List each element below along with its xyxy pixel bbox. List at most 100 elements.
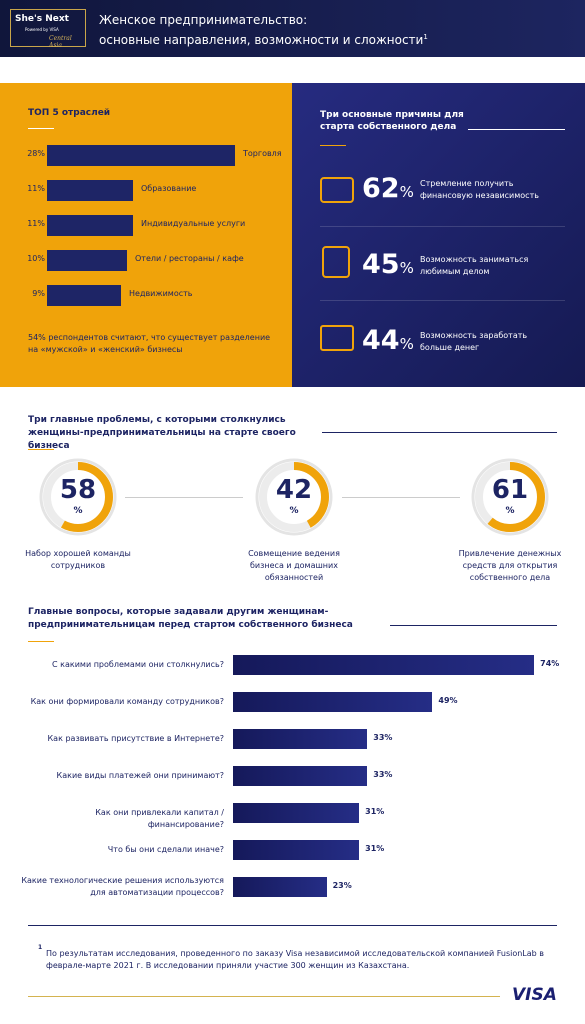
value-label: 31% [365,844,385,853]
question-label: Как они формировали команду сотрудников? [30,697,224,706]
icon [320,325,354,351]
title-line: основные направления, возможности и слож… [99,29,428,49]
bar [233,692,433,712]
bar [47,215,133,236]
bar [233,877,327,897]
ring-unit: % [73,506,83,516]
value-label: 10% [27,254,45,263]
question-label: Какие технологические решения используют… [21,876,224,897]
accent-line [320,145,346,146]
ring [39,458,117,536]
ring-bg [255,458,333,536]
unit: % [399,335,414,353]
reasons-panel [292,83,585,387]
connector [125,497,243,498]
bar [47,250,127,271]
bar-label: Индивидуальные услуги [141,219,246,228]
number: 45 [362,249,400,280]
unit: % [399,183,414,201]
reason-label: Возможность заниматься любимым делом [420,255,529,276]
industries-title: ТОП 5 отраслей [28,108,111,118]
bar [47,145,235,166]
bar-label: Недвижимость [129,289,193,298]
questions-title: Главные вопросы, которые задавали другим… [28,607,353,630]
number: 62 [362,173,400,204]
logo-text: She's Next [15,14,69,24]
value-label: 9% [32,289,45,298]
question-label: Как они привлекали капитал / финансирова… [95,808,224,829]
value-label: 23% [332,881,352,890]
bar-label: Отели / рестораны / кафе [135,254,244,263]
icon [322,246,350,278]
ring-bg [471,458,549,536]
logo: She's Next Powered by VISA Central Asia [10,9,86,49]
ring-arc [475,462,545,532]
problems-title: Три главные проблемы, с которыми столкну… [28,415,296,451]
reason-value: 45% [362,249,414,280]
accent-line [28,449,54,450]
separator [320,300,565,301]
bar-label: Образование [141,184,197,193]
ring-number: 58 [59,475,97,505]
value-label: 11% [27,219,45,228]
header [0,0,585,57]
ring-unit: % [505,506,515,516]
industries-note: 54% респондентов считают, что существует… [28,333,271,354]
title-line: Женское предпринимательство: [99,13,308,27]
bar [233,655,535,675]
value-label: 49% [438,696,458,705]
bar [233,766,368,786]
unit: % [399,259,414,277]
accent-line [28,128,54,129]
ring-unit: % [289,506,299,516]
footnote-mark: 1 [38,944,43,951]
footnote-mark: 1 [423,33,428,41]
ring [255,458,333,536]
question-label: Какие виды платежей они принимают? [56,771,224,780]
divider [28,925,557,926]
title-rule [390,625,557,626]
reason-value: 62% [362,173,414,204]
title-rule [468,129,565,130]
footnote: По результатам исследования, проведенног… [46,949,545,970]
ring-arc [43,462,113,532]
visa-logo: VISA [512,985,557,1005]
ring-number: 61 [491,475,529,505]
bar [233,840,360,860]
reason-label: Возможность заработать больше денег [420,331,528,352]
value-label: 11% [27,184,45,193]
title-rule [322,432,557,433]
bar-label: Торговля [243,149,282,158]
accent-line [28,641,54,642]
ring-label: Набор хорошей команды сотрудников [25,549,131,570]
reason-label: Стремление получить финансовую независим… [420,179,539,200]
reasons-title: Три основные причины для старта собствен… [320,110,464,132]
bar [233,803,360,823]
ring-label: Привлечение денежных средств для открыти… [458,549,562,582]
question-label: Как развивать присутствие в Интернете? [47,734,225,743]
value-label: 31% [365,807,385,816]
value-label: 74% [540,659,560,668]
header-title: Женское предпринимательство: основные на… [99,12,428,49]
logo-region: Central Asia [49,35,72,49]
value-label: 33% [373,733,393,742]
ring-number: 42 [275,475,313,505]
bar [47,180,133,201]
value-label: 33% [373,770,393,779]
title-line: основные направления, возможности и слож… [99,33,424,47]
logo-sub: Powered by VISA [25,27,59,32]
ring-arc [259,462,329,532]
bar [233,729,368,749]
bar [47,285,121,306]
question-label: Что бы они сделали иначе? [107,845,224,854]
number: 44 [362,325,400,356]
ring-label: Совмещение ведения бизнеса и домашних об… [248,549,340,582]
value-label: 28% [27,149,45,158]
ring-bg [39,458,117,536]
icon [320,177,354,203]
reason-value: 44% [362,325,414,356]
separator [320,226,565,227]
ring [471,458,549,536]
question-label: С какими проблемами они столкнулись? [52,660,224,669]
